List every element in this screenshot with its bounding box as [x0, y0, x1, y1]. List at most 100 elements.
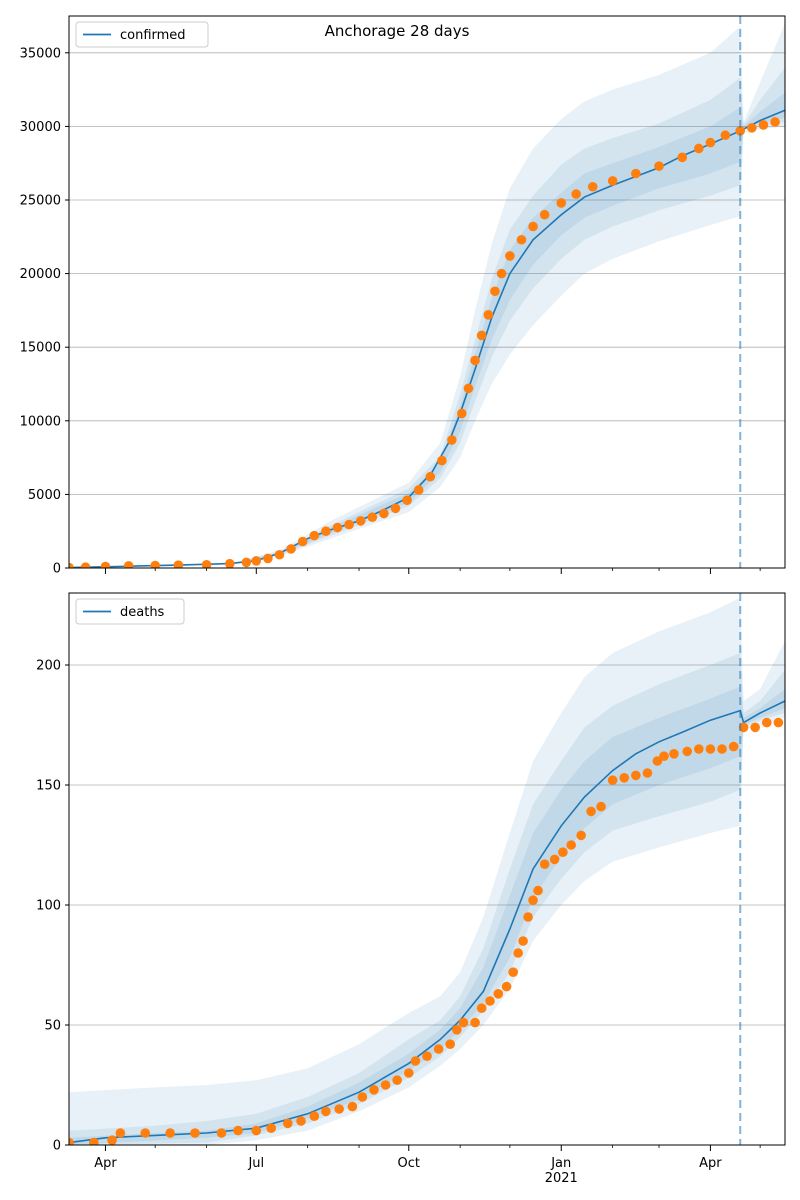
observed-point	[69, 1137, 74, 1145]
observed-point	[528, 221, 538, 232]
y-tick-label: 100	[36, 899, 61, 914]
observed-point	[410, 1056, 421, 1066]
observed-point	[587, 181, 598, 192]
observed-point	[566, 840, 576, 850]
confidence-band-3	[69, 686, 785, 1145]
observed-point	[533, 885, 543, 896]
observed-point	[539, 209, 550, 220]
observed-point	[321, 526, 331, 536]
observed-point	[607, 775, 618, 785]
observed-point	[770, 117, 780, 127]
x-tick-sublabel: 2021	[545, 1171, 578, 1186]
observed-point	[367, 512, 378, 523]
observed-point	[728, 741, 739, 752]
y-tick-label: 35000	[20, 46, 61, 61]
observed-point	[458, 1017, 469, 1028]
legend-label: confirmed	[120, 28, 186, 43]
observed-point	[173, 560, 184, 568]
observed-point	[100, 561, 111, 568]
observed-point	[457, 408, 467, 419]
observed-point	[332, 522, 343, 533]
observed-point	[321, 1106, 331, 1117]
observed-point	[750, 722, 760, 733]
legend-box	[75, 21, 209, 48]
observed-point	[344, 519, 354, 530]
y-tick-label: 5000	[28, 488, 61, 503]
axes-frame	[68, 592, 786, 1146]
observed-point	[493, 989, 504, 999]
y-tick-label: 10000	[20, 414, 61, 429]
observed-point	[452, 1025, 462, 1035]
observed-point	[251, 556, 262, 566]
observed-point	[705, 744, 716, 754]
observed-point	[296, 1116, 306, 1126]
legend-box	[75, 598, 185, 625]
observed-point	[463, 383, 474, 394]
observed-point	[501, 981, 512, 992]
observed-point	[216, 1128, 227, 1138]
observed-point	[654, 161, 664, 171]
y-tick-label: 20000	[20, 267, 61, 282]
observed-point	[165, 1128, 175, 1138]
y-tick-label: 150	[36, 779, 61, 794]
observed-point	[425, 471, 436, 482]
observed-point	[190, 1128, 200, 1138]
y-tick-label: 50	[44, 1019, 61, 1034]
observed-point	[505, 251, 515, 261]
observed-point	[717, 744, 727, 754]
observed-point	[642, 768, 653, 778]
observed-point	[631, 770, 641, 781]
plot-area	[69, 597, 785, 1145]
confidence-band-2	[69, 67, 785, 568]
observed-point	[631, 168, 641, 179]
observed-point	[694, 744, 704, 754]
observed-point	[558, 847, 568, 857]
observed-point	[596, 801, 606, 812]
observed-point	[369, 1085, 379, 1095]
observed-point	[761, 717, 772, 728]
observed-point	[380, 1080, 391, 1090]
observed-point	[619, 773, 630, 783]
observed-point	[513, 948, 523, 958]
observed-point	[80, 562, 91, 568]
observed-point	[297, 536, 308, 547]
observed-point	[652, 756, 663, 766]
observed-point	[445, 1039, 456, 1049]
observed-point	[758, 120, 769, 130]
x-tick-label: Apr	[699, 1156, 722, 1171]
observed-point	[437, 455, 447, 466]
observed-point	[586, 806, 596, 817]
y-tick-label: 200	[36, 659, 61, 674]
observed-point	[508, 967, 518, 977]
observed-point	[735, 126, 746, 136]
y-tick-label: 15000	[20, 341, 61, 356]
observed-point	[694, 143, 704, 154]
observed-point	[747, 123, 757, 133]
observed-point	[518, 936, 528, 946]
observed-point	[334, 1104, 344, 1114]
observed-point	[539, 859, 550, 869]
observed-point	[490, 286, 500, 297]
confidence-band-1	[69, 597, 785, 1145]
observed-point	[682, 746, 693, 757]
observed-point	[347, 1101, 358, 1112]
observed-point	[433, 1044, 444, 1054]
observed-point	[496, 268, 507, 279]
observed-point	[251, 1125, 262, 1136]
observed-point	[150, 560, 160, 568]
observed-point	[576, 830, 586, 841]
x-tick-label: Oct	[398, 1156, 420, 1171]
observed-point	[402, 495, 412, 506]
observed-point	[233, 1125, 243, 1136]
observed-point	[528, 895, 538, 905]
plot-area	[69, 23, 785, 568]
observed-point	[286, 544, 296, 554]
observed-point	[422, 1051, 432, 1061]
observed-point	[556, 198, 567, 208]
observed-point	[224, 558, 235, 568]
observed-point	[115, 1128, 126, 1138]
observed-point	[607, 176, 618, 186]
legend: deaths	[75, 598, 185, 625]
